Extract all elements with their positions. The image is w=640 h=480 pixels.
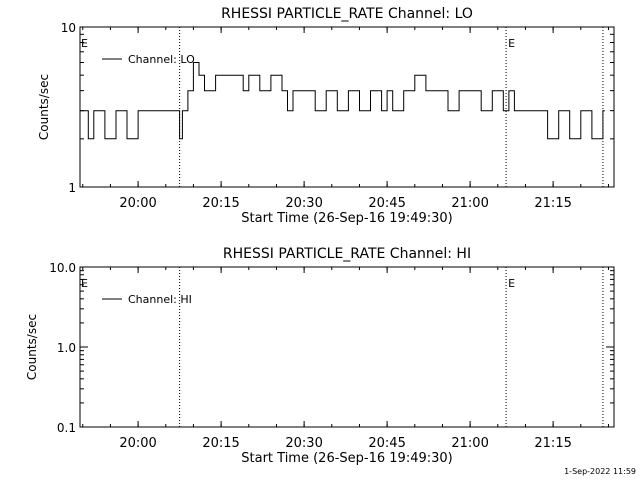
x-tick-label: 21:00 [451, 436, 488, 451]
y-tick-label: 0.1 [57, 421, 76, 435]
x-tick-label: 21:00 [451, 196, 488, 211]
x-tick-label: 20:30 [285, 196, 322, 211]
data-series-line [80, 62, 605, 140]
legend-label: Channel: LO [128, 53, 195, 66]
x-tick-label: 21:15 [534, 196, 571, 211]
y-tick-label: 1.0 [57, 341, 76, 355]
chart-title: RHESSI PARTICLE_RATE Channel: LO [221, 6, 473, 22]
plot-frame [79, 26, 615, 188]
y-tick-label: 10 [61, 21, 76, 35]
y-axis-label: Counts/sec [25, 314, 39, 380]
x-tick-label: 20:15 [202, 196, 239, 211]
y-tick-label: 1 [68, 181, 76, 195]
y-tick-label: 10.0 [49, 261, 76, 275]
legend-label: Channel: HI [128, 293, 192, 306]
x-tick-label: 20:30 [285, 436, 322, 451]
x-tick-label: 20:15 [202, 436, 239, 451]
y-axis-label: Counts/sec [37, 74, 51, 140]
start-marker-label: E [81, 37, 88, 50]
x-tick-label: 20:00 [119, 196, 156, 211]
chart-title: RHESSI PARTICLE_RATE Channel: HI [223, 246, 471, 262]
x-tick-label: 21:15 [534, 436, 571, 451]
start-marker-label: E [81, 277, 88, 290]
x-tick-label: 20:00 [119, 436, 156, 451]
x-tick-label: 20:45 [368, 436, 405, 451]
x-axis-label: Start Time (26-Sep-16 19:49:30) [241, 451, 452, 466]
event-marker-label: E [508, 277, 515, 290]
footer-timestamp: 1-Sep-2022 11:59 [564, 467, 636, 476]
event-marker-label: E [508, 37, 515, 50]
x-tick-label: 20:45 [368, 196, 405, 211]
plot-frame [79, 266, 615, 428]
x-axis-label: Start Time (26-Sep-16 19:49:30) [241, 211, 452, 226]
